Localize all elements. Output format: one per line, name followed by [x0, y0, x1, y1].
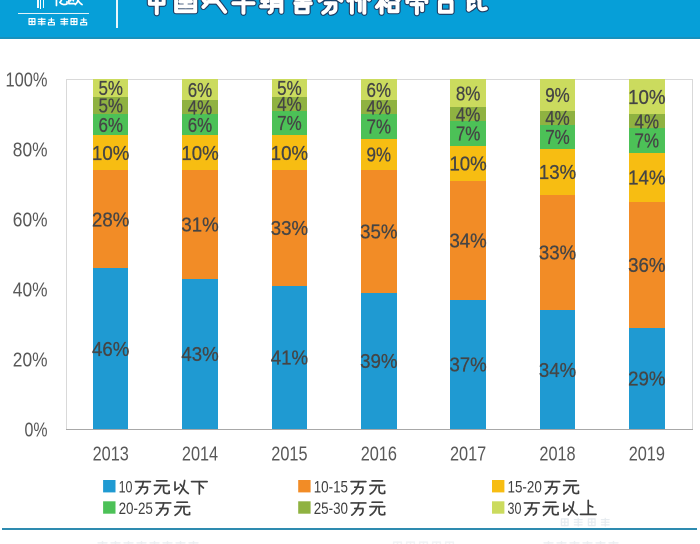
svg-text:33%: 33%	[539, 243, 577, 265]
svg-text:10%: 10%	[449, 153, 487, 175]
svg-text:8%: 8%	[456, 83, 481, 105]
svg-text:5%: 5%	[98, 78, 123, 100]
svg-text:37%: 37%	[449, 355, 487, 377]
svg-text:4%: 4%	[545, 108, 570, 130]
svg-text:30: 30	[508, 500, 522, 518]
svg-text:36%: 36%	[628, 255, 666, 277]
svg-text:7%: 7%	[456, 124, 481, 146]
svg-text:14%: 14%	[628, 167, 666, 189]
svg-text:80%: 80%	[13, 139, 48, 161]
svg-text:10%: 10%	[271, 143, 309, 165]
svg-text:2019: 2019	[629, 443, 665, 465]
svg-text:10%: 10%	[92, 143, 130, 165]
svg-text:20-25: 20-25	[119, 500, 153, 518]
svg-text:9%: 9%	[545, 85, 570, 107]
svg-text:7%: 7%	[277, 113, 302, 135]
svg-text:5%: 5%	[277, 78, 302, 100]
svg-text:4%: 4%	[635, 111, 660, 133]
svg-text:29%: 29%	[628, 369, 666, 391]
svg-text:28%: 28%	[92, 209, 130, 231]
svg-text:34%: 34%	[539, 360, 577, 382]
svg-text:34%: 34%	[449, 230, 487, 252]
svg-text:7%: 7%	[367, 117, 392, 139]
svg-text:7%: 7%	[545, 127, 570, 149]
svg-text:4%: 4%	[188, 97, 213, 119]
svg-text:6%: 6%	[188, 115, 213, 137]
svg-text:43%: 43%	[181, 344, 219, 366]
svg-text:2015: 2015	[271, 443, 307, 465]
svg-text:2013: 2013	[93, 443, 129, 465]
svg-text:60%: 60%	[13, 209, 48, 231]
svg-text:4%: 4%	[456, 104, 481, 126]
svg-text:2017: 2017	[450, 443, 486, 465]
svg-text:7%: 7%	[635, 131, 660, 153]
svg-text:41%: 41%	[271, 348, 309, 370]
svg-text:10%: 10%	[181, 143, 219, 165]
svg-text:33%: 33%	[271, 218, 309, 240]
svg-text:20%: 20%	[13, 349, 48, 371]
svg-text:2016: 2016	[361, 443, 397, 465]
svg-text:39%: 39%	[360, 351, 398, 373]
svg-text:6%: 6%	[367, 80, 392, 102]
svg-text:25-30: 25-30	[314, 500, 348, 518]
svg-text:13%: 13%	[539, 162, 577, 184]
svg-text:10-15: 10-15	[314, 479, 348, 497]
svg-text:2018: 2018	[539, 443, 575, 465]
svg-text:15-20: 15-20	[508, 479, 542, 497]
svg-text:6%: 6%	[188, 80, 213, 102]
svg-text:31%: 31%	[181, 215, 219, 237]
svg-text:10%: 10%	[628, 87, 666, 109]
svg-text:6%: 6%	[98, 115, 123, 137]
svg-text:40%: 40%	[13, 279, 48, 301]
svg-text:4%: 4%	[277, 94, 302, 116]
svg-text:10: 10	[119, 479, 133, 497]
svg-text:35%: 35%	[360, 222, 398, 244]
svg-text:46%: 46%	[92, 339, 130, 361]
svg-text:5%: 5%	[98, 96, 123, 118]
svg-text:4%: 4%	[367, 97, 392, 119]
svg-text:9%: 9%	[367, 145, 392, 167]
svg-text:100%: 100%	[6, 69, 48, 91]
svg-text:0%: 0%	[25, 419, 48, 441]
svg-text:2014: 2014	[182, 443, 218, 465]
